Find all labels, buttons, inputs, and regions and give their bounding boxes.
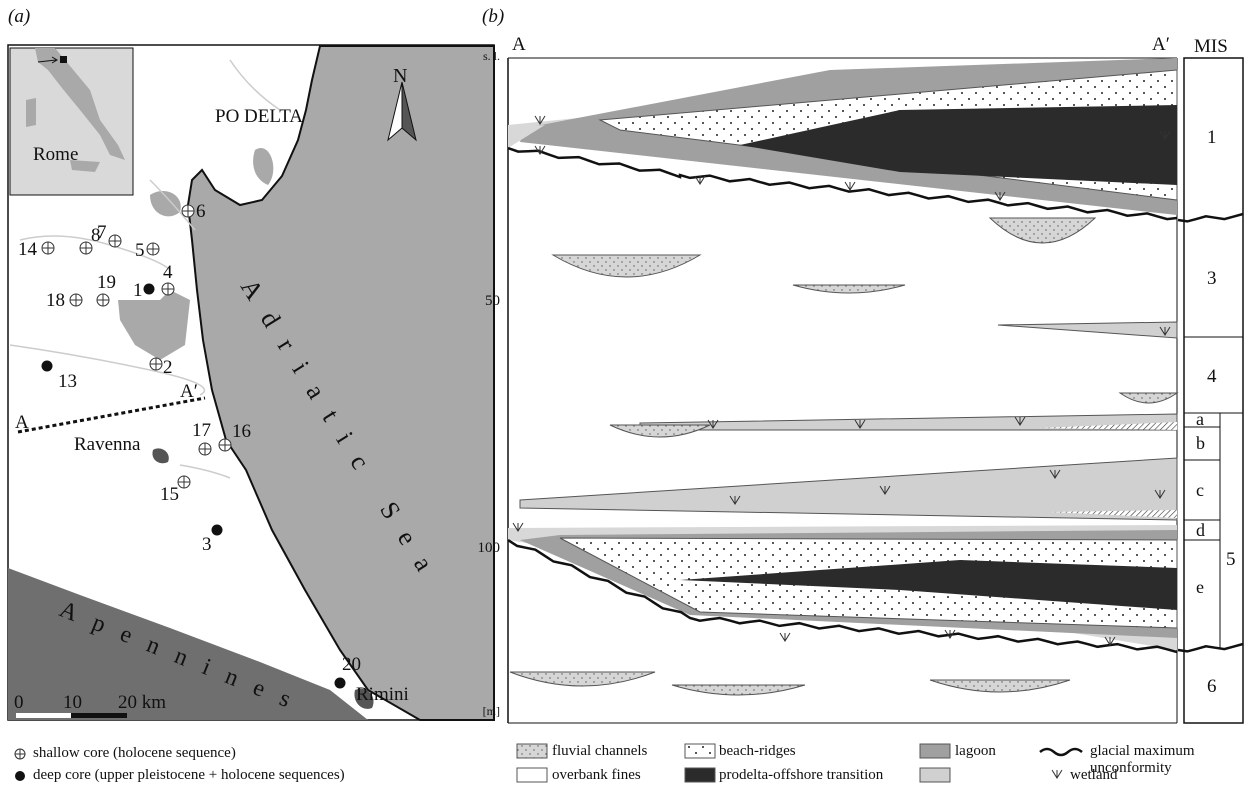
label: 1 [133,280,143,301]
wetland-mark [1052,770,1062,778]
label: 6 [196,201,206,222]
legend-label: prodelta-offshore transition [719,767,883,784]
label: 20 km [118,692,166,713]
label: 7 [97,222,107,243]
label: 5 [1226,549,1236,570]
cross-section [508,58,1177,723]
label: Rimini [356,684,409,705]
legend-label: fluvial channels [552,743,647,760]
label: (b) [482,6,504,27]
wetland-mark [780,633,790,641]
channel [1120,393,1177,403]
label: 10 [63,692,82,713]
label: 2 [163,357,173,378]
label: 18 [46,290,65,311]
label: 4 [163,262,173,283]
wetland-mark [845,182,855,190]
legend-label: shallow core (holocene sequence) [33,745,236,762]
label: s. l. [483,49,500,63]
legend-label: beach-ridges [719,743,796,760]
label: Rome [33,144,78,165]
label: e [1196,577,1204,597]
label: a [1196,409,1204,429]
label: 100 [478,540,501,556]
channel [990,218,1095,243]
channel [610,425,710,437]
label: 4 [1207,366,1217,387]
label: 1 [1207,127,1217,148]
channel [672,685,805,695]
label: d [1196,520,1205,540]
label: A [512,34,526,55]
label: 15 [160,484,179,505]
label: [m] [483,704,500,718]
channel [553,255,700,277]
legend-label: lagoon [955,743,996,760]
label: c [1196,480,1204,500]
deep-core [144,284,155,295]
label: 50 [485,293,500,309]
figure-canvas: (a)RomePO DELTANAA′RavennaRiminiAdriatic… [0,0,1255,787]
label: 0 [14,692,24,713]
label: 16 [232,421,251,442]
label: A′ [180,381,198,402]
label: 3 [1207,268,1217,289]
label: 20 [342,654,361,675]
label: A′ [1152,34,1170,55]
label: 5 [135,240,145,261]
deep-core [212,525,223,536]
label: MIS [1194,36,1228,57]
channel [930,680,1070,692]
label: 6 [1207,676,1217,697]
legend-label: wetland [1070,767,1117,784]
label: 3 [202,534,212,555]
legend-label: deep core (upper pleistocene + holocene … [33,767,345,784]
label: A [15,412,29,433]
label: (a) [8,6,30,27]
deep-core [335,678,346,689]
deep-core [42,361,53,372]
label: 19 [97,272,116,293]
label: PO DELTA [215,106,303,127]
label: Ravenna [74,434,141,455]
label: 13 [58,371,77,392]
figure: (a)RomePO DELTANAA′RavennaRiminiAdriatic… [0,0,1255,787]
label: 14 [18,239,38,260]
label: N [393,65,407,87]
legend-label: overbank fines [552,767,641,784]
label: 17 [192,420,211,441]
label: b [1196,433,1205,453]
channel [510,672,655,686]
channel [793,285,905,293]
